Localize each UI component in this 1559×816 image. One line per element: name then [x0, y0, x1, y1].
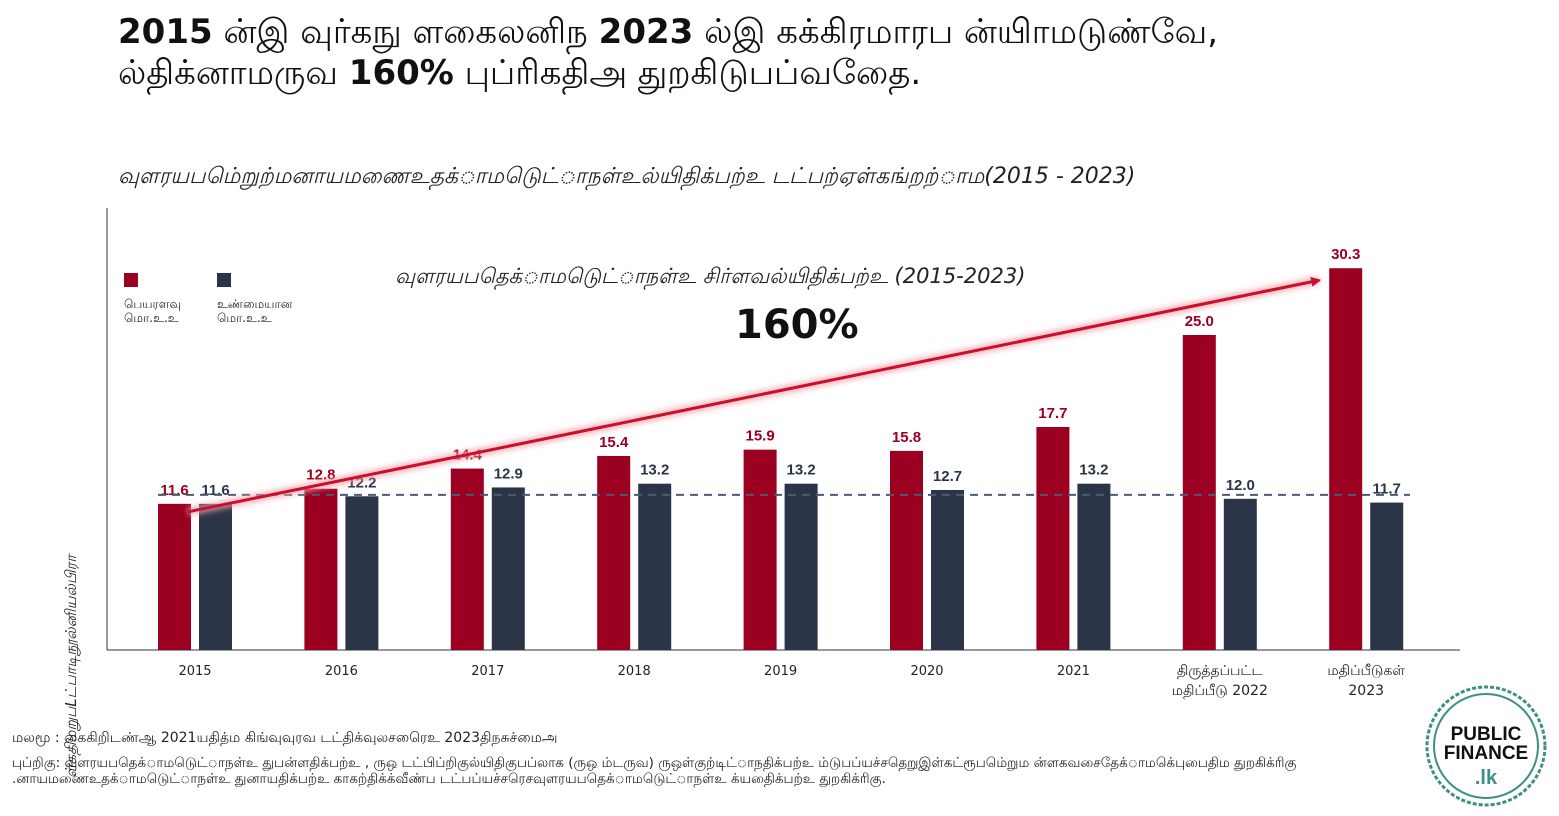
logo-line3: .lk: [1475, 767, 1498, 789]
value-label-real-0: 11.6: [201, 482, 229, 499]
bar-nominal-0: [158, 503, 191, 650]
value-label-nominal-3: 15.4: [599, 434, 629, 451]
value-label-nominal-8: 30.3: [1331, 246, 1360, 263]
trend-annotation: வுளரயபதெக்ாமடுெட்ாநள்உ சிர்ளவல்யிதிக்பற்…: [395, 264, 1026, 288]
x-tick-label-1: 2016: [325, 664, 358, 679]
x-tick-label-3: 2018: [618, 664, 651, 679]
bar-nominal-2: [450, 468, 484, 650]
logo-line1: PUBLIC: [1451, 724, 1522, 745]
x-tick-label-7: திருத்தப்பட்ட: [1177, 663, 1263, 679]
value-label-real-8: 11.7: [1373, 481, 1401, 498]
bar-real-4: [784, 483, 818, 650]
value-label-nominal-0: 11.6: [160, 482, 188, 499]
bar-real-6: [1077, 483, 1111, 650]
value-label-real-4: 13.2: [786, 462, 815, 479]
legend-label-real: உண்மையான மொ.உ.உ: [217, 297, 293, 325]
public-finance-logo: PUBLIC FINANCE .lk: [1425, 685, 1547, 807]
bar-nominal-6: [1036, 426, 1070, 650]
value-label-real-7: 12.0: [1226, 477, 1255, 494]
bar-nominal-1: [304, 488, 338, 650]
x-tick-label-0: 2015: [178, 664, 211, 679]
value-label-real-5: 12.7: [933, 468, 962, 485]
bar-nominal-8: [1329, 268, 1363, 650]
x-tick-label-5: 2020: [910, 664, 943, 679]
source-note: மலமூ : கைகிறிடண்ஆ 2021யதித்ம கிங்வுவுரவ …: [12, 730, 558, 746]
bar-real-3: [638, 483, 672, 650]
value-label-nominal-4: 15.9: [745, 428, 774, 445]
page-title: 2015 ன்இ வுர்கநு ளகைலனிந 2023 ல்இ கக்கிர…: [118, 12, 1219, 93]
legend-swatch-real: [217, 273, 231, 287]
chart-subtitle: வுளரயபமெ்றுற்மனாயமணைஉதக்ாமடுெட்ாநள்உல்யி…: [118, 164, 1136, 189]
chart-bars: [158, 268, 1404, 650]
chart-overlay: [158, 276, 1410, 516]
value-label-real-6: 13.2: [1079, 462, 1108, 479]
bar-nominal-7: [1182, 335, 1216, 650]
bar-nominal-4: [743, 449, 777, 650]
x-tick-label-4: 2019: [764, 664, 797, 679]
value-label-nominal-7: 25.0: [1185, 313, 1214, 330]
x-tick-label-2: 2017: [471, 664, 504, 679]
x-tick-label-8: 2023: [1348, 683, 1384, 699]
legend-label-nominal: பெயரளவு மொ.உ.உ: [124, 297, 182, 325]
value-label-real-2: 12.9: [494, 465, 523, 482]
bar-real-0: [199, 503, 232, 650]
trend-percent: 160%: [735, 302, 859, 348]
legend-swatch-nominal: [124, 273, 138, 287]
x-tick-label-7: மதிப்பீடு 2022: [1172, 683, 1268, 699]
value-label-real-3: 13.2: [640, 462, 669, 479]
bar-nominal-3: [597, 455, 631, 650]
bar-real-7: [1223, 498, 1257, 650]
trend-arrow: [187, 276, 1322, 514]
chart-x-ticks: 2015 2016 2017 2018 2019 2020 2021 திருத்தப்பட்…: [178, 663, 1405, 699]
bar-real-2: [491, 487, 525, 650]
x-tick-label-8: மதிப்பீடுகள்: [1327, 663, 1405, 679]
footnote: புப்றிகு: வுளரயபதெக்ாமடுெட்ாநள்உ துபன்ளத…: [12, 755, 1297, 787]
value-label-nominal-6: 17.7: [1038, 405, 1067, 422]
value-label-nominal-5: 15.8: [892, 429, 921, 446]
bar-real-5: [931, 489, 964, 650]
logo-line2: FINANCE: [1444, 743, 1528, 764]
x-tick-label-6: 2021: [1057, 664, 1090, 679]
bar-nominal-5: [890, 450, 923, 650]
bar-real-1: [345, 496, 379, 650]
bar-real-8: [1370, 502, 1404, 650]
